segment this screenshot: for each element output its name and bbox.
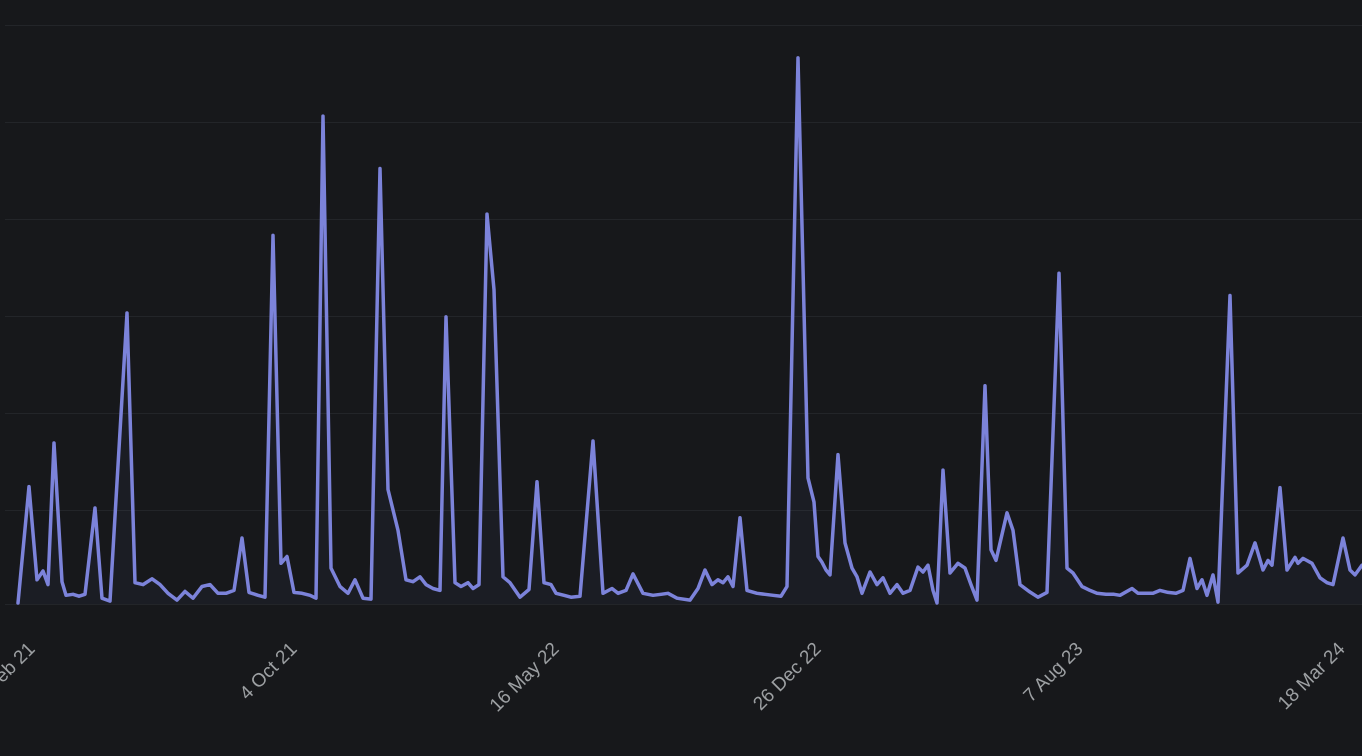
x-axis-tick-label: 7 Aug 23: [1020, 639, 1088, 707]
x-axis-labels: eb 21 4 Oct 21 16 May 22 26 Dec 22 7 Aug 23 1…: [0, 638, 1350, 716]
gridlines: [5, 25, 1362, 605]
series-area-group: [18, 57, 1362, 604]
x-axis-tick-label: eb 21: [0, 639, 40, 687]
x-axis-tick-label: 18 Mar 24: [1274, 638, 1350, 714]
series-area-fill: [18, 57, 1362, 604]
series-line-group: [16, 56, 1362, 605]
x-axis-tick-label: 26 Dec 22: [749, 639, 825, 715]
x-axis-tick-label: 16 May 22: [486, 639, 564, 717]
x-axis-tick-label: 4 Oct 21: [236, 639, 302, 705]
series-line: [16, 56, 1362, 605]
